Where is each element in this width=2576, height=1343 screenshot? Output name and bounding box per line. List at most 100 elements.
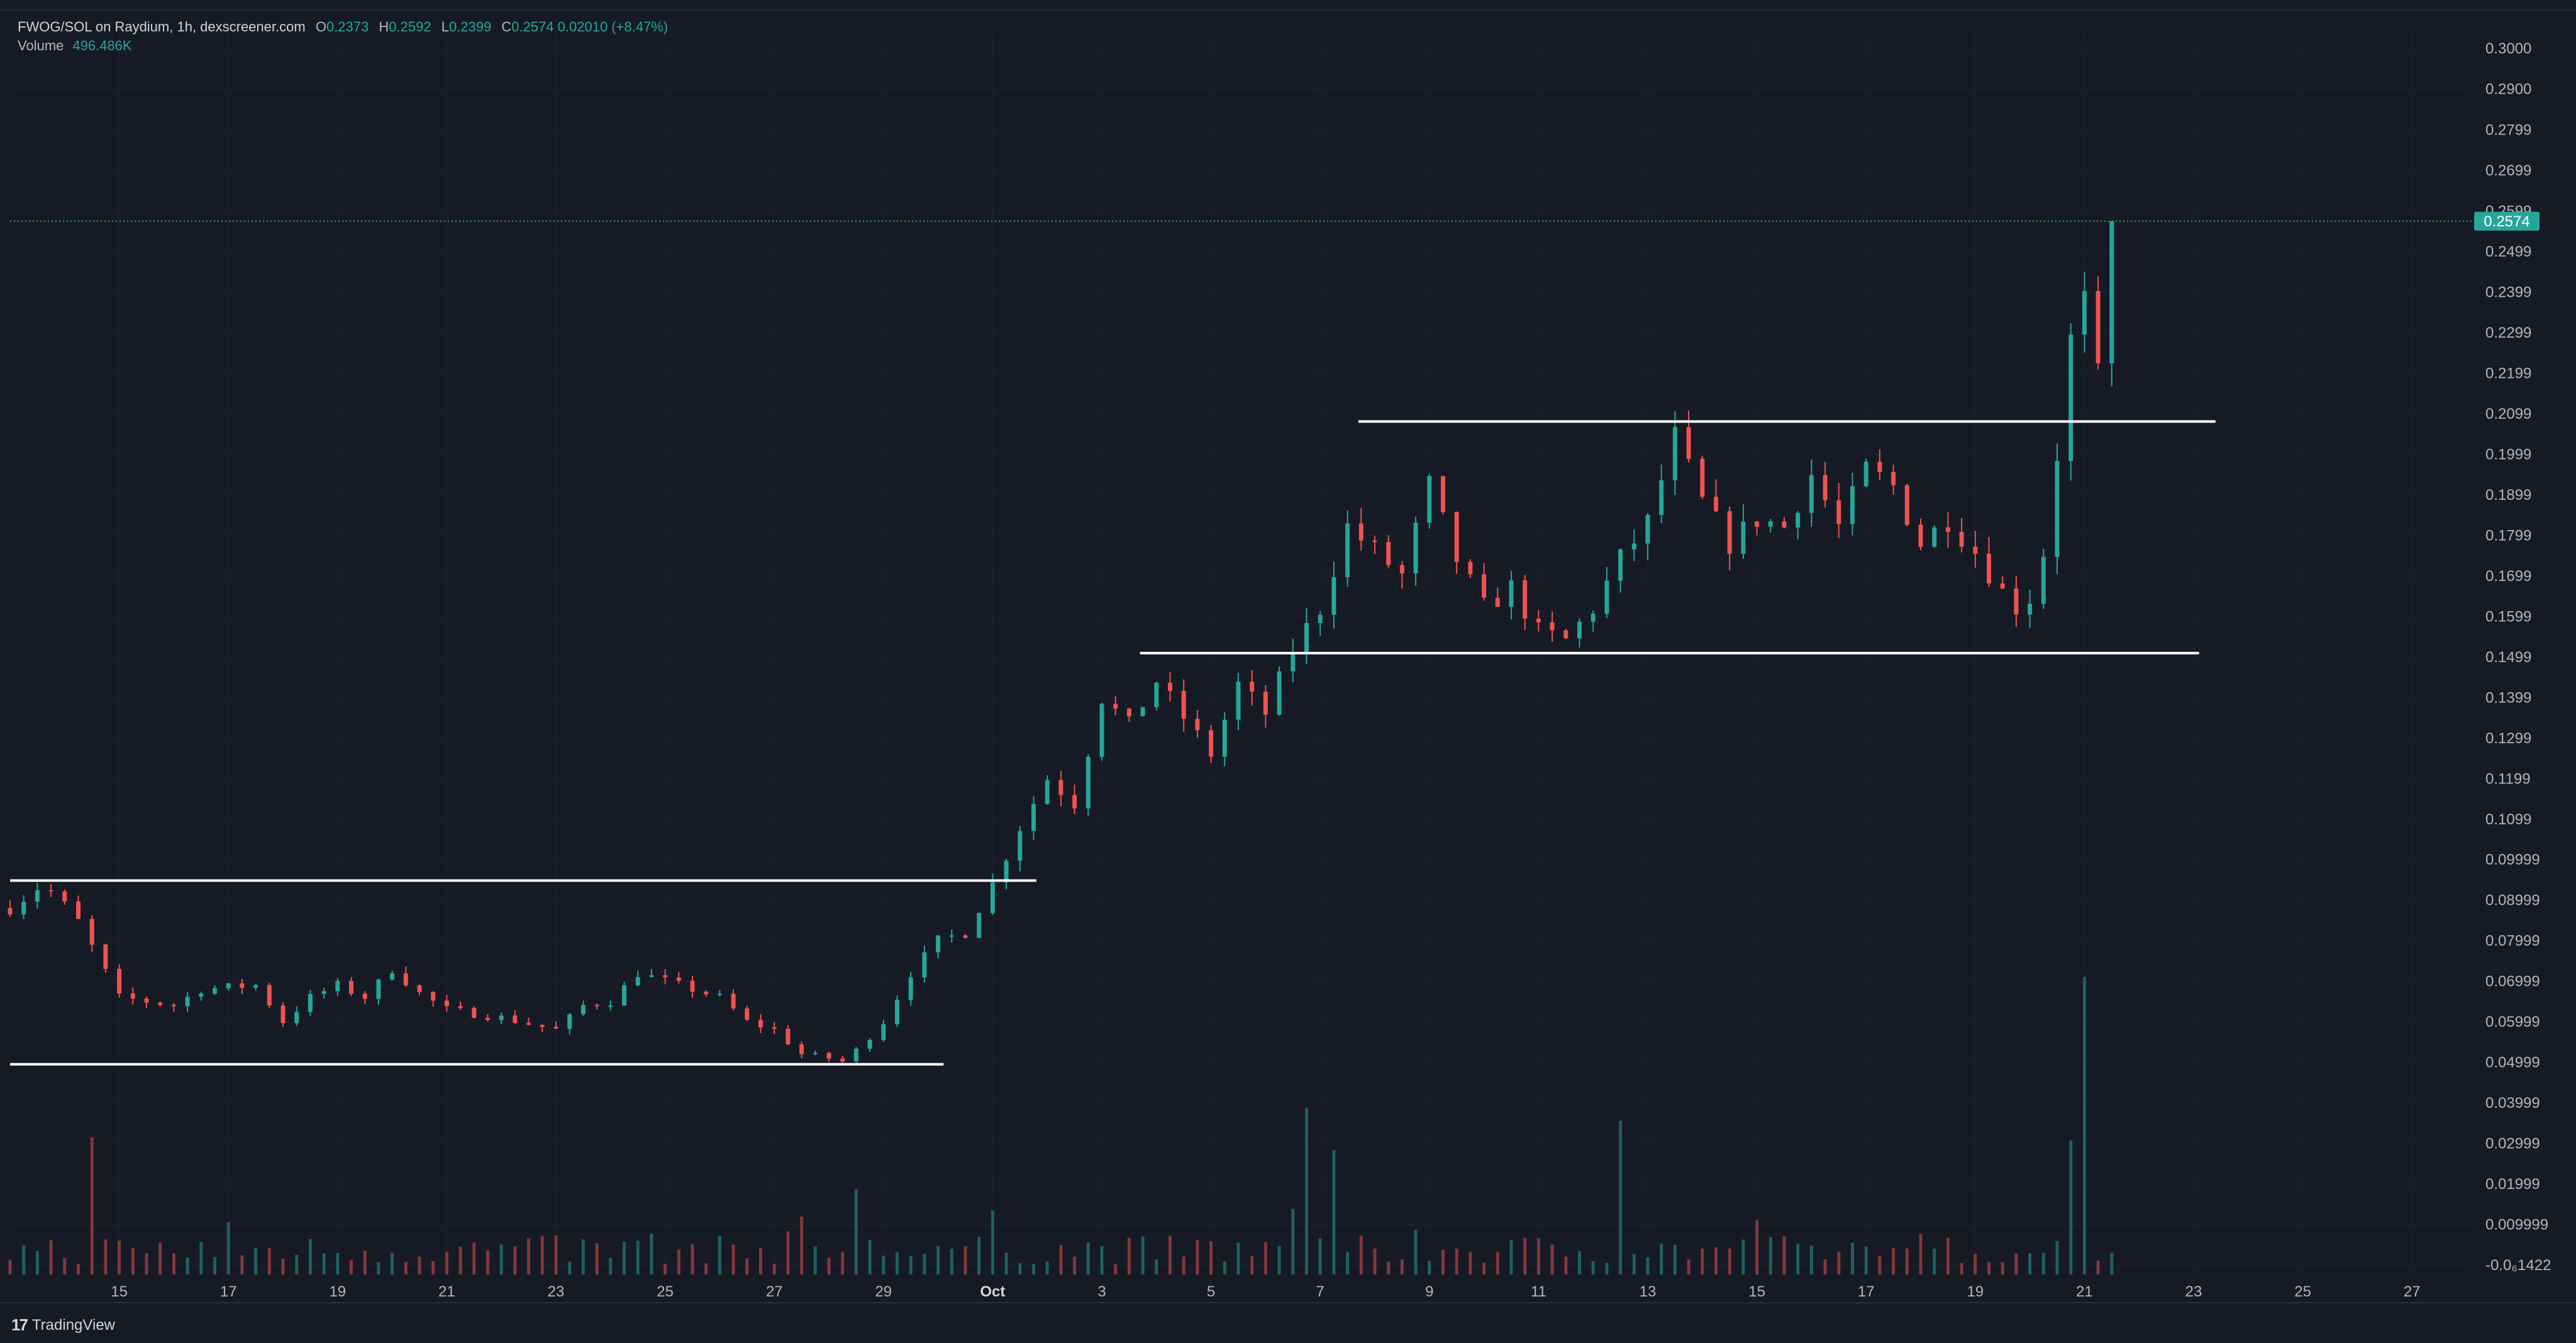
candle-body (2096, 290, 2101, 363)
candle-body (704, 992, 709, 995)
volume-bar (1263, 1242, 1267, 1274)
volume-bar (145, 1253, 148, 1274)
volume-bar (472, 1242, 476, 1274)
candle (1441, 476, 1445, 515)
candle-body (1659, 480, 1664, 516)
volume-bar (186, 1257, 189, 1274)
candle (35, 883, 40, 909)
candle-body (1482, 574, 1487, 598)
candle-body (526, 1022, 531, 1025)
volume-bar (868, 1240, 872, 1274)
volume-bar (1250, 1256, 1254, 1274)
candle (2028, 589, 2033, 628)
volume-bar (1646, 1257, 1650, 1274)
y-tick-label: 0.07999 (2485, 932, 2540, 949)
y-tick-label: 0.2499 (2485, 243, 2531, 260)
tradingview-logo[interactable]: 17 TradingView (11, 1315, 115, 1335)
volume-bar (2110, 1252, 2114, 1274)
candle (2041, 548, 2046, 609)
candle-body (717, 993, 722, 995)
y-tick-label: 0.1399 (2485, 690, 2531, 707)
candle (2082, 272, 2087, 353)
volume-bar (1291, 1208, 1295, 1274)
candle (1809, 459, 1814, 527)
candle-body (1714, 497, 1718, 512)
candle (813, 1050, 818, 1056)
candle (444, 995, 449, 1012)
candle-body (1195, 719, 1200, 731)
ohlc-line: FWOG/SOL on Raydium, 1h, dexscreener.com… (18, 18, 668, 36)
open-label: O (315, 19, 326, 35)
volume-bar (172, 1253, 175, 1274)
candle-body (676, 977, 681, 981)
volume-bar (363, 1251, 367, 1274)
candle (349, 976, 353, 997)
candle (963, 934, 968, 939)
volume-bar (1851, 1242, 1854, 1274)
candle (1331, 561, 1336, 629)
candle-body (1113, 704, 1118, 709)
volume-bar (1400, 1259, 1404, 1274)
volume-bar (1605, 1263, 1609, 1274)
candle (1631, 529, 1636, 561)
candle-body (308, 993, 313, 1012)
volume-bar (1114, 1264, 1118, 1274)
volume-bar (1155, 1259, 1158, 1274)
candle-body (1973, 546, 1978, 554)
candle-body (867, 1040, 872, 1049)
candle (908, 971, 913, 1006)
candle (1891, 465, 1896, 495)
candle-body (1768, 521, 1773, 527)
candle (321, 987, 326, 999)
candle (1304, 608, 1309, 665)
candle (308, 990, 313, 1017)
candle (1318, 611, 1323, 636)
candle-body (1468, 561, 1473, 575)
candle (117, 964, 122, 998)
volume-bar (786, 1231, 790, 1274)
x-tick-label: 11 (1531, 1283, 1546, 1300)
candle (213, 985, 217, 995)
candle (1031, 796, 1036, 840)
volume-bar (1346, 1252, 1350, 1274)
candle (1904, 484, 1909, 526)
volume-bar (8, 1259, 12, 1274)
candle (1454, 511, 1459, 574)
volume-bar (1619, 1120, 1623, 1274)
candle (1085, 754, 1091, 816)
volume-bar (295, 1254, 299, 1274)
candle (1672, 411, 1677, 495)
volume-bar (595, 1243, 599, 1274)
candle-body (1386, 541, 1391, 565)
volume-bar (923, 1254, 926, 1274)
volume-bar (636, 1241, 640, 1274)
x-tick-label: 5 (1207, 1283, 1215, 1300)
candle-body (213, 988, 217, 994)
candle (1427, 473, 1432, 529)
volume-bar (1018, 1263, 1022, 1274)
candle (1209, 725, 1214, 763)
candle-body (853, 1049, 858, 1062)
candle (280, 1002, 286, 1027)
candle-body (2082, 290, 2087, 335)
volume-value: 496.486K (72, 38, 132, 53)
volume-bar (1550, 1244, 1554, 1274)
volume-bar (1809, 1246, 1813, 1274)
candle (130, 987, 135, 1005)
volume-bar (1482, 1263, 1486, 1274)
candle-body (663, 975, 668, 978)
candle (1181, 679, 1186, 732)
volume-bar (704, 1263, 708, 1274)
candle (1796, 511, 1801, 539)
y-tick-label: -0.0₆1422 (2485, 1257, 2551, 1274)
candle-body (786, 1029, 791, 1044)
candle (1850, 472, 1855, 536)
y-tick-label: 0.2699 (2485, 162, 2531, 179)
candle-body (1700, 458, 1705, 497)
candle (1277, 666, 1282, 716)
candle-body (622, 985, 626, 1006)
volume-bar (950, 1248, 953, 1274)
candle (1468, 559, 1473, 578)
